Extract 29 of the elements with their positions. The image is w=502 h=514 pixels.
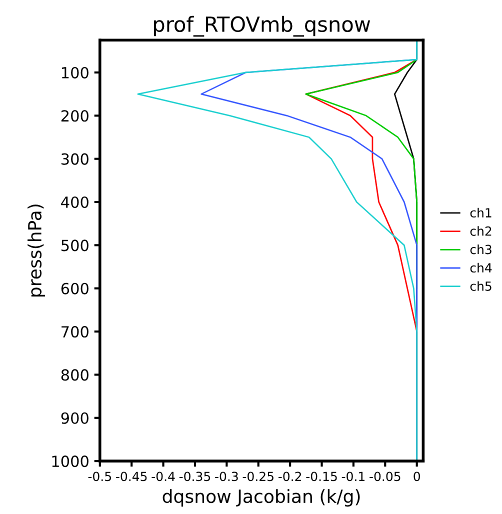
y-tick-label: 400 bbox=[61, 196, 88, 208]
y-tick-label: 600 bbox=[61, 282, 88, 294]
x-tick-label: -0.4 bbox=[152, 472, 175, 482]
chart-title: prof_RTOVmb_qsnow bbox=[154, 16, 370, 37]
y-tick-label: 500 bbox=[62, 240, 88, 252]
x-tick-label: -0.35 bbox=[179, 472, 210, 482]
legend-label: ch3 bbox=[470, 244, 492, 254]
x-tick-label: -0.25 bbox=[242, 472, 274, 482]
x-tick-label: 0 bbox=[414, 472, 420, 482]
y-tick-label: 200 bbox=[61, 110, 88, 122]
y-tick-label: 700 bbox=[62, 326, 88, 338]
x-tick-label: -0.2 bbox=[278, 472, 302, 482]
x-axis-title: dqsnow Jacobian (k/g) bbox=[162, 489, 360, 507]
y-axis-title: press(hPa) bbox=[28, 204, 46, 296]
y-tick-label: 1000 bbox=[52, 456, 88, 468]
y-tick-label: 800 bbox=[61, 369, 88, 381]
legend-label: ch4 bbox=[470, 262, 492, 273]
x-tick-label: -0.1 bbox=[342, 472, 364, 482]
y-tick-label: 900 bbox=[61, 412, 88, 424]
x-tick-label: -0.45 bbox=[116, 472, 147, 482]
legend-label: ch5 bbox=[470, 281, 492, 291]
x-tick-label: -0.15 bbox=[306, 472, 337, 482]
legend-label: ch2 bbox=[470, 226, 492, 236]
y-tick-label: 100 bbox=[62, 66, 88, 78]
legend-label: ch1 bbox=[470, 208, 492, 218]
y-tick-label: 300 bbox=[61, 153, 88, 165]
x-tick-label: -0.3 bbox=[215, 472, 238, 482]
x-tick-label: -0.5 bbox=[88, 472, 111, 482]
x-tick-label: -0.05 bbox=[370, 472, 400, 482]
